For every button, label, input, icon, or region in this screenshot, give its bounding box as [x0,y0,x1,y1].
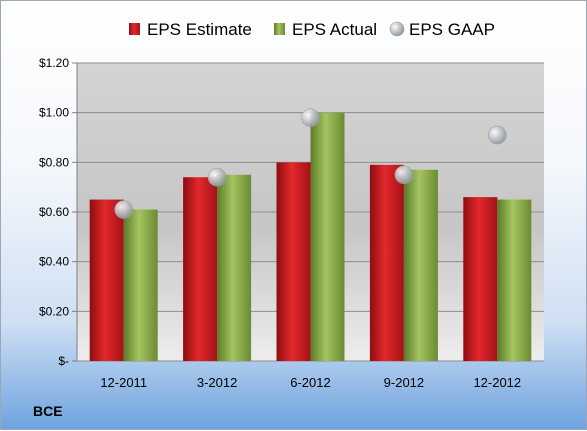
bar-eps-estimate [183,177,218,361]
y-tick-label: $1.00 [39,106,69,120]
legend-label-eps-gaap: EPS GAAP [409,20,495,39]
company-ticker: BCE [33,403,63,419]
legend-swatch-eps-gaap [389,21,405,37]
y-tick-label: $0.60 [39,205,69,219]
point-eps-gaap [301,108,320,127]
point-eps-gaap [394,165,414,185]
x-tick-label: 6-2012 [290,375,330,390]
point-eps-gaap [114,200,133,219]
x-tick-label: 12-2011 [100,375,147,390]
x-tick-label: 12-2012 [473,375,521,390]
legend-swatch-eps-actual [274,23,285,35]
y-tick-label: $1.20 [39,56,69,70]
legend-label-eps-actual: EPS Actual [292,20,377,39]
bar-eps-actual [497,199,532,361]
bar-eps-actual [217,174,252,361]
bar-eps-estimate [89,199,124,361]
bar-eps-estimate [463,197,498,361]
point-eps-gaap [207,167,227,187]
y-tick-label: $- [58,354,69,368]
y-tick-label: $0.20 [39,304,69,318]
y-tick-label: $0.80 [39,155,69,169]
x-tick-label: 9-2012 [384,375,424,390]
bar-eps-actual [123,209,158,361]
legend-swatch-eps-estimate [129,23,140,35]
bar-eps-actual [310,112,345,362]
bar-eps-estimate [369,164,404,361]
bar-eps-actual [403,169,438,361]
y-tick-label: $0.40 [39,255,69,269]
bar-eps-estimate [276,162,311,361]
legend-label-eps-estimate: EPS Estimate [147,20,252,39]
point-eps-gaap [487,125,507,145]
x-tick-label: 3-2012 [197,375,237,390]
